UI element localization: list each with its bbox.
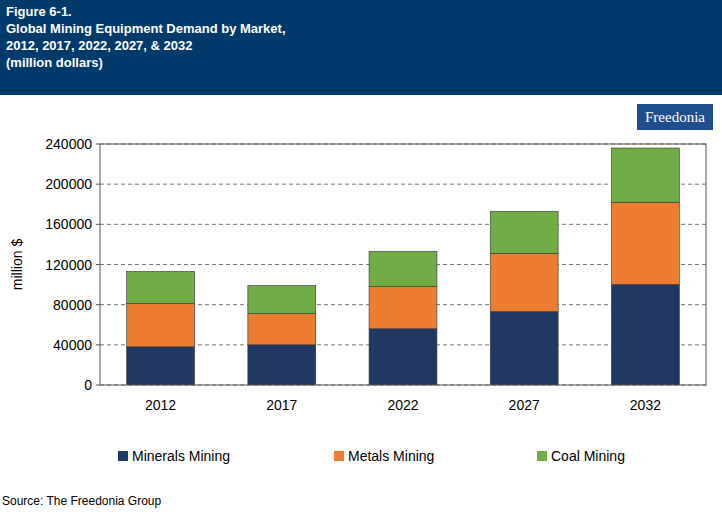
y-tick-label: 120000 <box>45 257 92 273</box>
y-tick-label: 160000 <box>45 216 92 232</box>
legend-label: Metals Mining <box>348 448 434 464</box>
chart-root: Figure 6-1. Global Mining Equipment Deman… <box>0 0 722 514</box>
y-tick-label: 80000 <box>53 297 92 313</box>
header-band <box>0 0 722 95</box>
header-text: Global Mining Equipment Demand by Market… <box>6 21 286 36</box>
chart-svg: Figure 6-1. Global Mining Equipment Deman… <box>0 0 722 514</box>
logo-text: Freedonia <box>645 109 705 125</box>
legend-swatch <box>118 451 128 461</box>
header-text: (million dollars) <box>6 55 103 70</box>
x-tick-label: 2012 <box>145 397 176 413</box>
x-tick-label: 2022 <box>387 397 418 413</box>
bar-segment <box>490 211 558 253</box>
bar-segment <box>611 148 679 202</box>
x-tick-label: 2027 <box>509 397 540 413</box>
bar-segment <box>490 312 558 385</box>
tick-mark <box>96 144 100 145</box>
tick-mark <box>96 224 100 225</box>
bars <box>127 148 680 385</box>
bar-segment <box>127 347 195 385</box>
y-tick-label: 40000 <box>53 337 92 353</box>
legend-label: Minerals Mining <box>132 448 230 464</box>
bar-segment <box>248 286 316 314</box>
y-tick-label: 0 <box>84 377 92 393</box>
header-text: Figure 6-1. <box>6 4 72 19</box>
bar-segment <box>248 314 316 345</box>
tick-mark <box>96 385 100 386</box>
tick-mark <box>96 344 100 345</box>
logo-box <box>637 104 713 130</box>
legend-swatch <box>334 451 344 461</box>
bar-segment <box>369 251 437 286</box>
bar-segment <box>611 285 679 385</box>
bar-segment <box>248 345 316 385</box>
source-note: Source: The Freedonia Group <box>2 494 162 508</box>
tick-mark <box>96 184 100 185</box>
y-tick-label: 240000 <box>45 136 92 152</box>
tick-mark <box>96 264 100 265</box>
legend-swatch <box>537 451 547 461</box>
bar-segment <box>369 329 437 385</box>
bar-segment <box>611 202 679 284</box>
bar-segment <box>490 253 558 311</box>
bar-segment <box>369 287 437 329</box>
plot-frame <box>100 144 706 385</box>
x-tick-label: 2017 <box>266 397 297 413</box>
legend-label: Coal Mining <box>551 448 625 464</box>
bar-segment <box>127 304 195 347</box>
bar-segment <box>127 272 195 304</box>
header-text: 2012, 2017, 2022, 2027, & 2032 <box>6 38 193 53</box>
tick-mark <box>96 304 100 305</box>
y-tick-label: 200000 <box>45 176 92 192</box>
y-axis-label: million $ <box>9 239 25 291</box>
x-tick-label: 2032 <box>630 397 661 413</box>
